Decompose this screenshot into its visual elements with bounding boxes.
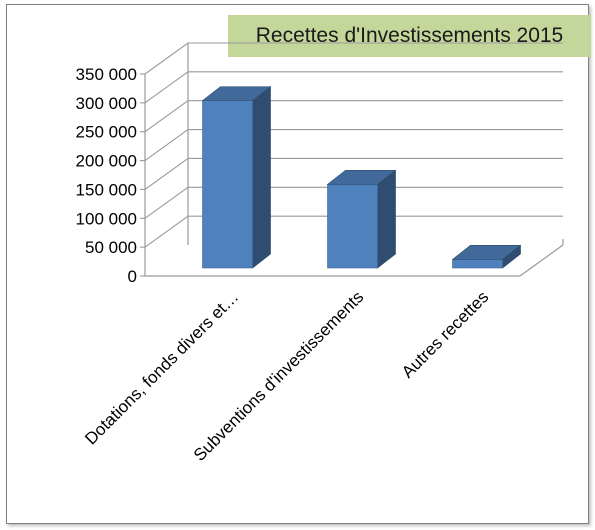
y-tick-labels: 0 50 000 100 000 150 000 200 000 250 000 300 0… <box>76 65 137 286</box>
y-tick-label: 50 000 <box>85 238 137 257</box>
y-tick-label: 200 000 <box>76 152 137 171</box>
bar-top <box>201 86 272 101</box>
gridline <box>144 129 563 162</box>
gridline <box>144 215 563 248</box>
bar-front <box>327 184 378 269</box>
bar <box>326 169 397 269</box>
floor-edge <box>145 244 564 277</box>
y-tick-label: 150 000 <box>76 180 137 199</box>
y-tick-label: 250 000 <box>76 123 137 142</box>
bar <box>201 86 272 269</box>
grid-lines <box>140 42 563 277</box>
bar-side <box>252 86 271 269</box>
gridline <box>144 71 563 104</box>
gridline <box>144 100 563 133</box>
chart-title: Recettes d'Investissements 2015 <box>228 15 591 57</box>
bars <box>201 86 522 269</box>
bar-side <box>377 169 396 269</box>
category-label: Autres recettes <box>398 287 492 381</box>
gridline <box>144 157 563 190</box>
y-tick-label: 0 <box>128 267 137 286</box>
bar-front <box>452 259 503 269</box>
bar-top <box>326 170 397 185</box>
y-tick-label: 350 000 <box>76 65 137 84</box>
bar-top <box>451 245 522 260</box>
bar-front <box>202 100 253 269</box>
y-tick-label: 300 000 <box>76 94 137 113</box>
category-labels: Dotations, fonds divers et…Subventions d… <box>81 287 492 464</box>
chart-walls <box>144 43 564 277</box>
gridline <box>144 42 563 75</box>
gridline <box>144 186 563 219</box>
bar <box>451 244 522 269</box>
y-tick-label: 100 000 <box>76 209 137 228</box>
